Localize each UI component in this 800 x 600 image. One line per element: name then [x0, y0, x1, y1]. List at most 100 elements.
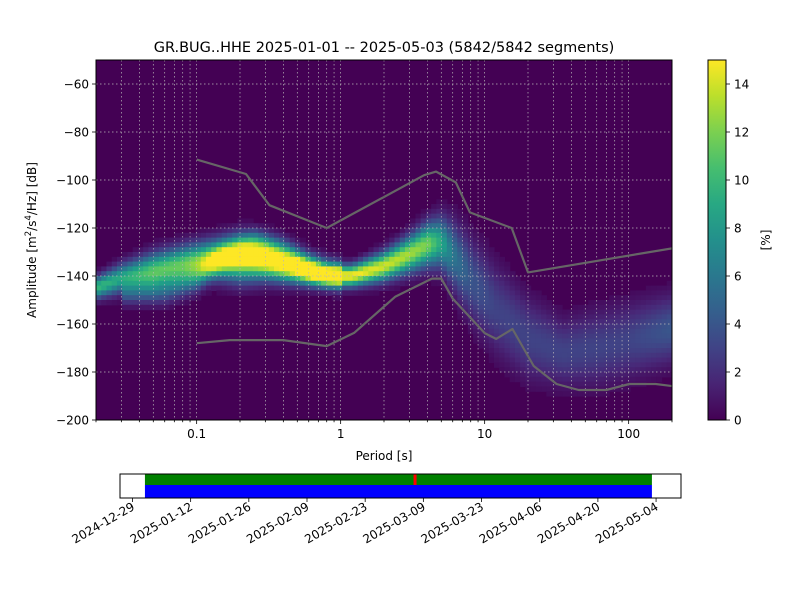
heatmap-cell	[462, 276, 469, 282]
heatmap-cell	[572, 343, 579, 349]
heatmap-cell	[520, 381, 526, 387]
heatmap-cell	[582, 309, 589, 315]
heatmap-cell	[452, 237, 458, 243]
heatmap-cell	[352, 256, 359, 263]
heatmap-cell	[488, 314, 495, 320]
heatmap-cell	[462, 300, 469, 306]
heatmap-cell	[635, 333, 642, 339]
heatmap-cell	[493, 357, 500, 363]
heatmap-cell	[556, 352, 563, 359]
heatmap-cell	[446, 271, 453, 277]
heatmap-cell	[179, 256, 186, 263]
heatmap-cell	[96, 276, 102, 282]
heatmap-cell	[598, 328, 605, 335]
heatmap-cell	[441, 204, 448, 210]
heatmap-cell	[609, 381, 615, 387]
heatmap-cell	[624, 300, 631, 306]
heatmap-cell	[572, 333, 579, 339]
heatmap-cell	[111, 256, 118, 263]
heatmap-cell	[232, 266, 238, 272]
heatmap-cell	[420, 208, 427, 215]
heatmap-cell	[106, 271, 113, 277]
heatmap-cell	[122, 280, 129, 287]
heatmap-cell	[619, 372, 626, 378]
heatmap-cell	[436, 256, 443, 263]
heatmap-cell	[493, 362, 500, 368]
heatmap-cell	[164, 304, 170, 311]
heatmap-cell	[624, 338, 631, 344]
heatmap-cell	[582, 338, 589, 344]
heatmap-cell	[556, 304, 563, 311]
heatmap-cell	[640, 290, 647, 296]
heatmap-cell	[431, 237, 437, 243]
heatmap-cell	[530, 376, 537, 383]
heatmap-cell	[389, 280, 396, 287]
heatmap-cell	[624, 386, 631, 392]
y-axis-label-part-1: Amplitude [m	[25, 236, 39, 318]
heatmap-cell	[509, 362, 516, 368]
heatmap-cell	[630, 357, 636, 363]
heatmap-cell	[598, 343, 605, 349]
heatmap-cell	[446, 232, 453, 239]
heatmap-cell	[556, 319, 563, 325]
heatmap-cell	[294, 280, 301, 287]
heatmap-cell	[216, 237, 223, 243]
heatmap-cell	[174, 252, 181, 258]
heatmap-cell	[336, 256, 343, 263]
heatmap-cell	[504, 304, 511, 311]
heatmap-cell	[415, 276, 422, 282]
heatmap-cell	[242, 280, 249, 287]
heatmap-cell	[630, 290, 636, 296]
heatmap-cell	[431, 266, 437, 272]
heatmap-cell	[232, 285, 238, 291]
heatmap-cell	[520, 376, 526, 383]
heatmap-cell	[598, 391, 605, 397]
heatmap-cell	[300, 280, 307, 287]
heatmap-cell	[431, 232, 437, 239]
heatmap-cell	[656, 372, 663, 378]
heatmap-cell	[347, 261, 354, 267]
heatmap-cell	[394, 261, 401, 267]
heatmap-cell	[373, 285, 380, 291]
heatmap-cell	[431, 247, 437, 253]
heatmap-cell	[567, 381, 574, 387]
heatmap-cell	[645, 338, 652, 344]
heatmap-cell	[226, 237, 233, 243]
heatmap-cell	[253, 242, 259, 248]
heatmap-cell	[174, 271, 181, 277]
heatmap-cell	[132, 261, 139, 267]
heatmap-cell	[603, 309, 610, 315]
heatmap-cell	[384, 285, 390, 291]
heatmap-cell	[190, 261, 197, 267]
heatmap-cell	[300, 271, 307, 277]
heatmap-cell	[520, 324, 526, 330]
heatmap-cell	[483, 319, 490, 325]
heatmap-cell	[462, 237, 469, 243]
heatmap-cell	[499, 319, 506, 325]
heatmap-cell	[577, 338, 584, 344]
heatmap-cell	[190, 266, 197, 272]
heatmap-cell	[232, 256, 238, 263]
heatmap-cell	[190, 271, 197, 277]
heatmap-cell	[158, 242, 165, 248]
heatmap-cell	[598, 362, 605, 368]
heatmap-cell	[546, 300, 553, 306]
heatmap-cell	[473, 314, 479, 320]
colorbar-tick-label: 8	[734, 222, 742, 236]
heatmap-cell	[410, 232, 417, 239]
y-tick-label: −60	[64, 78, 89, 92]
heatmap-cell	[164, 280, 170, 287]
heatmap-cell	[546, 319, 553, 325]
heatmap-cell	[488, 357, 495, 363]
heatmap-cell	[499, 314, 506, 320]
heatmap-cell	[609, 338, 615, 344]
heatmap-cell	[535, 343, 542, 349]
heatmap-cell	[132, 304, 139, 311]
heatmap-cell	[619, 357, 626, 363]
heatmap-cell	[352, 266, 359, 272]
heatmap-cell	[514, 324, 521, 330]
heatmap-cell	[310, 247, 317, 253]
heatmap-cell	[478, 256, 485, 263]
heatmap-cell	[535, 348, 542, 354]
heatmap-cell	[373, 271, 380, 277]
